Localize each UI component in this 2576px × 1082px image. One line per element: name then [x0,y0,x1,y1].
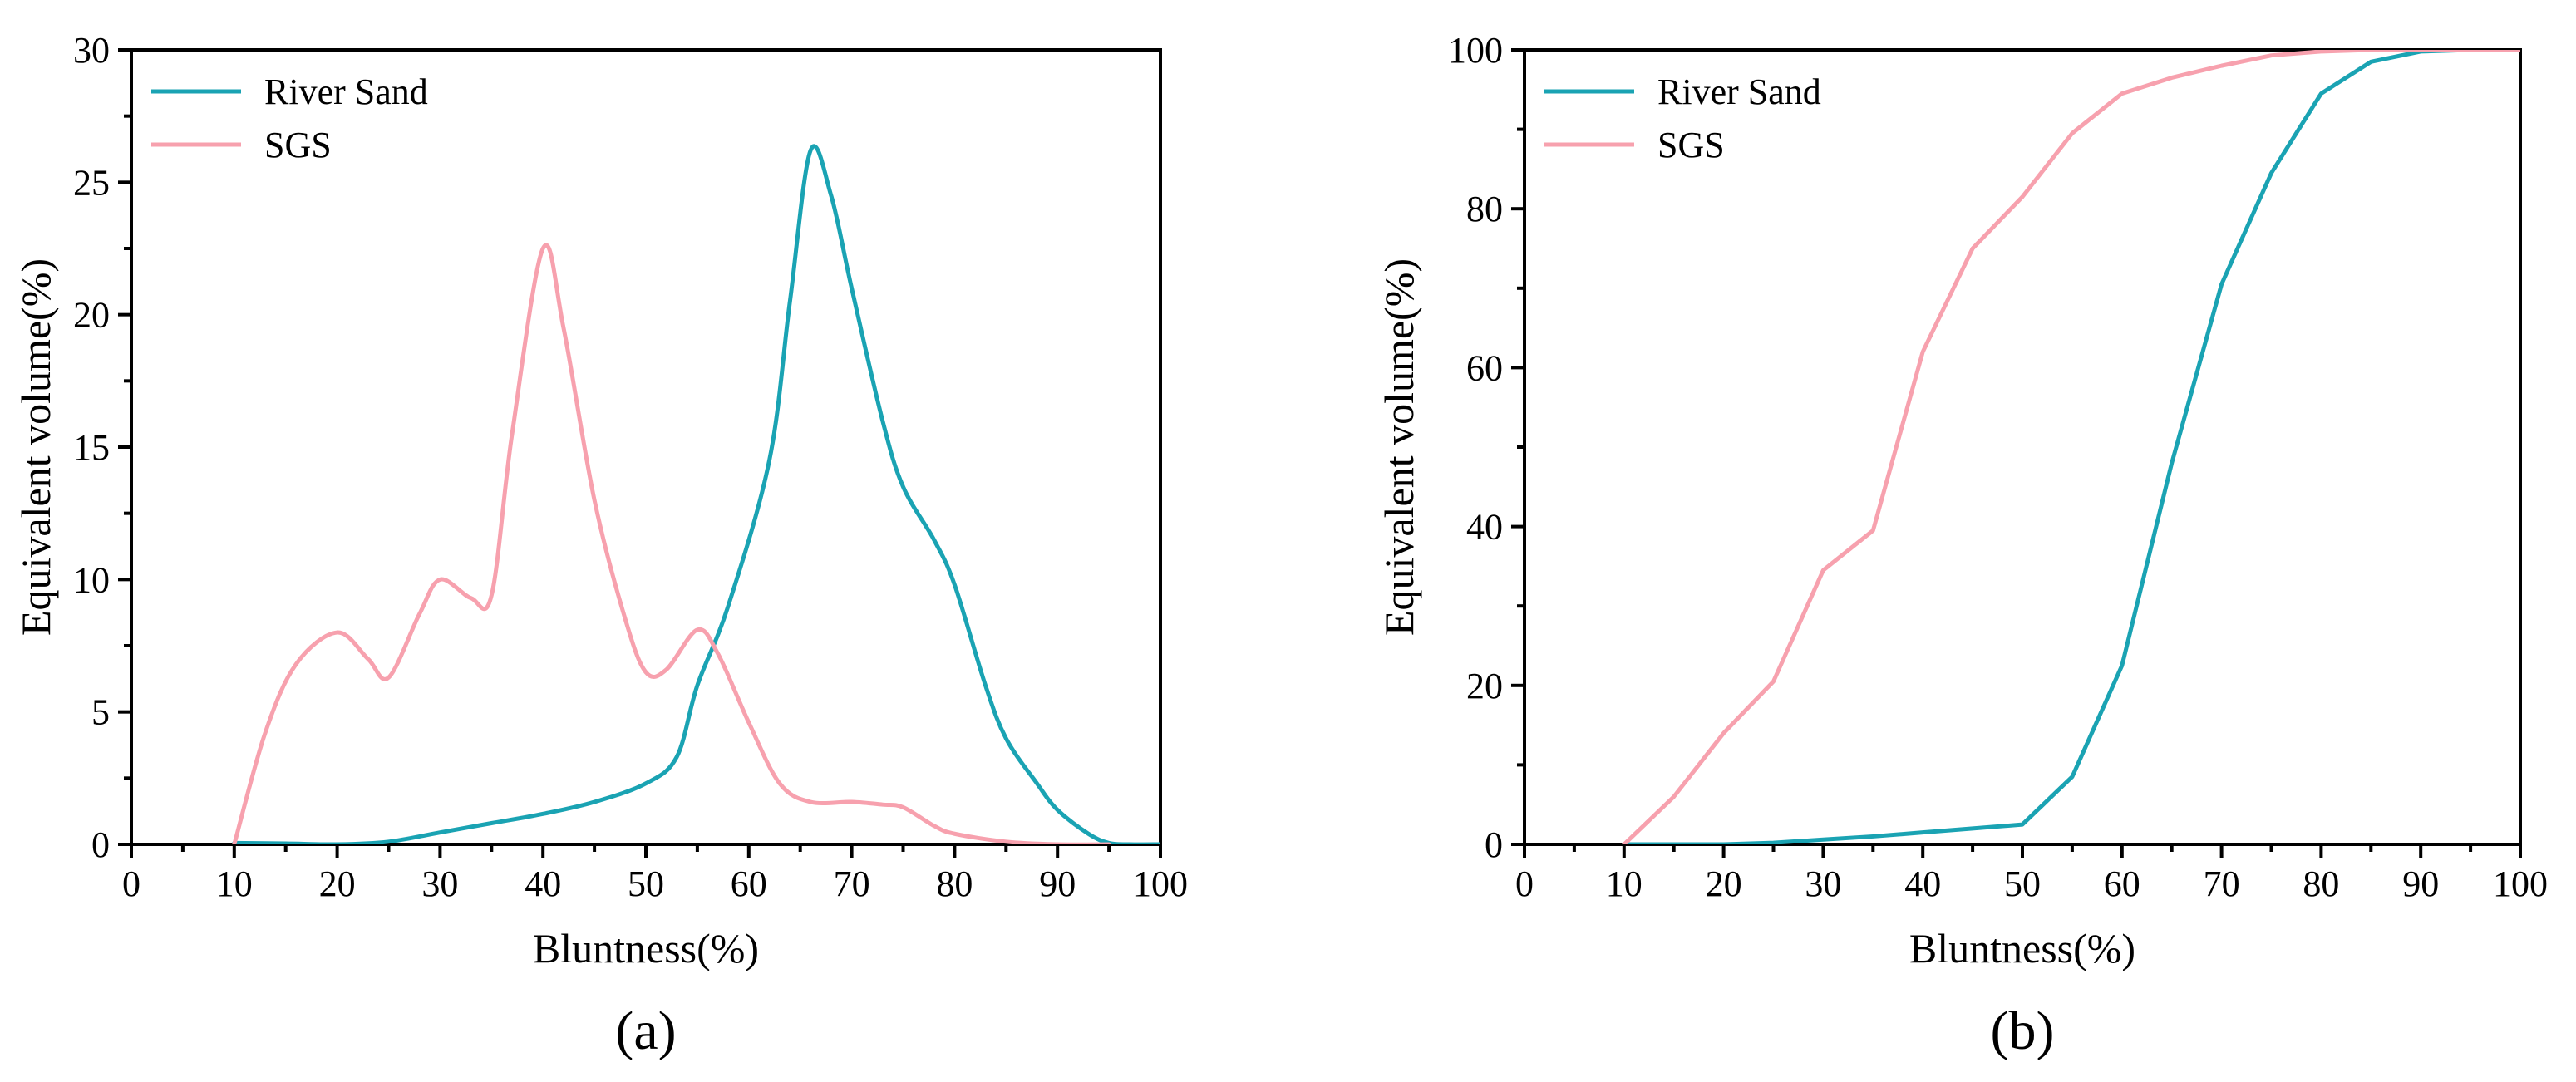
chart-1-x-tick-label: 50 [2004,863,2041,904]
chart-1-panel-label: (b) [1991,1001,2055,1061]
chart-0-panel-label: (a) [615,1001,676,1061]
chart-0-y-tick-label: 0 [91,824,110,865]
chart-0-x-tick-label: 90 [1039,863,1076,904]
chart-0-y-tick-label: 20 [73,295,110,336]
chart-0-y-tick-label: 25 [73,162,110,203]
chart-0-x-tick-label: 10 [216,863,253,904]
chart-1-x-tick-label: 10 [1606,863,1643,904]
chart-0-line-river-sand [232,144,1160,844]
chart-0-line-sgs [232,243,1111,844]
chart-0-series-group [232,144,1160,844]
chart-0-x-tick-label: 80 [936,863,973,904]
chart-0-x-axis-title: Bluntness(%) [533,925,759,971]
chart-0-x-tick-label: 0 [122,863,140,904]
chart-1-y-tick-label: 0 [1485,824,1503,865]
chart-1-line-sgs [1622,50,2520,844]
chart-0-legend-label-river-sand: River Sand [264,71,428,112]
chart-1-x-tick-label: 60 [2104,863,2140,904]
chart-0-x-tick-label: 40 [525,863,561,904]
chart-0-x-tick-label: 100 [1133,863,1188,904]
chart-1-x-tick-label: 70 [2204,863,2240,904]
chart-1-line-river-sand [1622,50,2520,844]
chart-0-x-tick-label: 70 [834,863,870,904]
chart-0-y-tick-label: 15 [73,427,110,468]
chart-1-y-tick-label: 80 [1466,189,1503,229]
chart-1-legend-label-river-sand: River Sand [1657,71,1821,112]
chart-1-y-tick-label: 60 [1466,347,1503,388]
chart-0-y-tick-label: 30 [73,30,110,71]
chart-b: 0 10 20 30 40 50 60 70 80 90 100 0 20 40 60 80 100 Bluntn… [1376,30,2548,1061]
chart-1-y-tick-label: 20 [1466,666,1503,706]
chart-1-series-group [1622,50,2520,844]
chart-1-y-tick-label: 100 [1448,30,1503,71]
chart-1-x-tick-label: 80 [2303,863,2339,904]
chart-1-x-tick-label: 90 [2402,863,2439,904]
chart-0-x-tick-label: 20 [319,863,356,904]
chart-1-plot-frame [1523,48,2522,846]
chart-0-x-tick-label: 50 [628,863,664,904]
chart-1-x-tick-label: 20 [1706,863,1742,904]
chart-1-x-tick-label: 30 [1805,863,1841,904]
chart-0-x-tick-label: 30 [421,863,458,904]
chart-0-legend-label-sgs: SGS [264,125,332,165]
chart-0-y-tick-label: 5 [91,692,110,733]
chart-1-x-tick-label: 40 [1904,863,1941,904]
chart-0-y-axis-title: Equivalent volume(%) [12,258,59,636]
chart-1-legend-label-sgs: SGS [1657,125,1725,165]
chart-1-x-axis-title: Bluntness(%) [1909,925,2135,971]
chart-0-y-tick-label: 10 [73,559,110,600]
chart-1-y-tick-label: 40 [1466,507,1503,548]
chart-0-plot-frame [130,48,1162,846]
chart-1-x-tick-label: 100 [2493,863,2548,904]
chart-1-x-tick-label: 0 [1515,863,1534,904]
chart-a: 0 10 20 30 40 50 60 70 80 90 100 0 5 10 15 20 25 30 Bluntn… [12,30,1188,1061]
chart-0-x-tick-label: 60 [731,863,767,904]
chart-1-y-axis-title: Equivalent volume(%) [1376,258,1422,636]
